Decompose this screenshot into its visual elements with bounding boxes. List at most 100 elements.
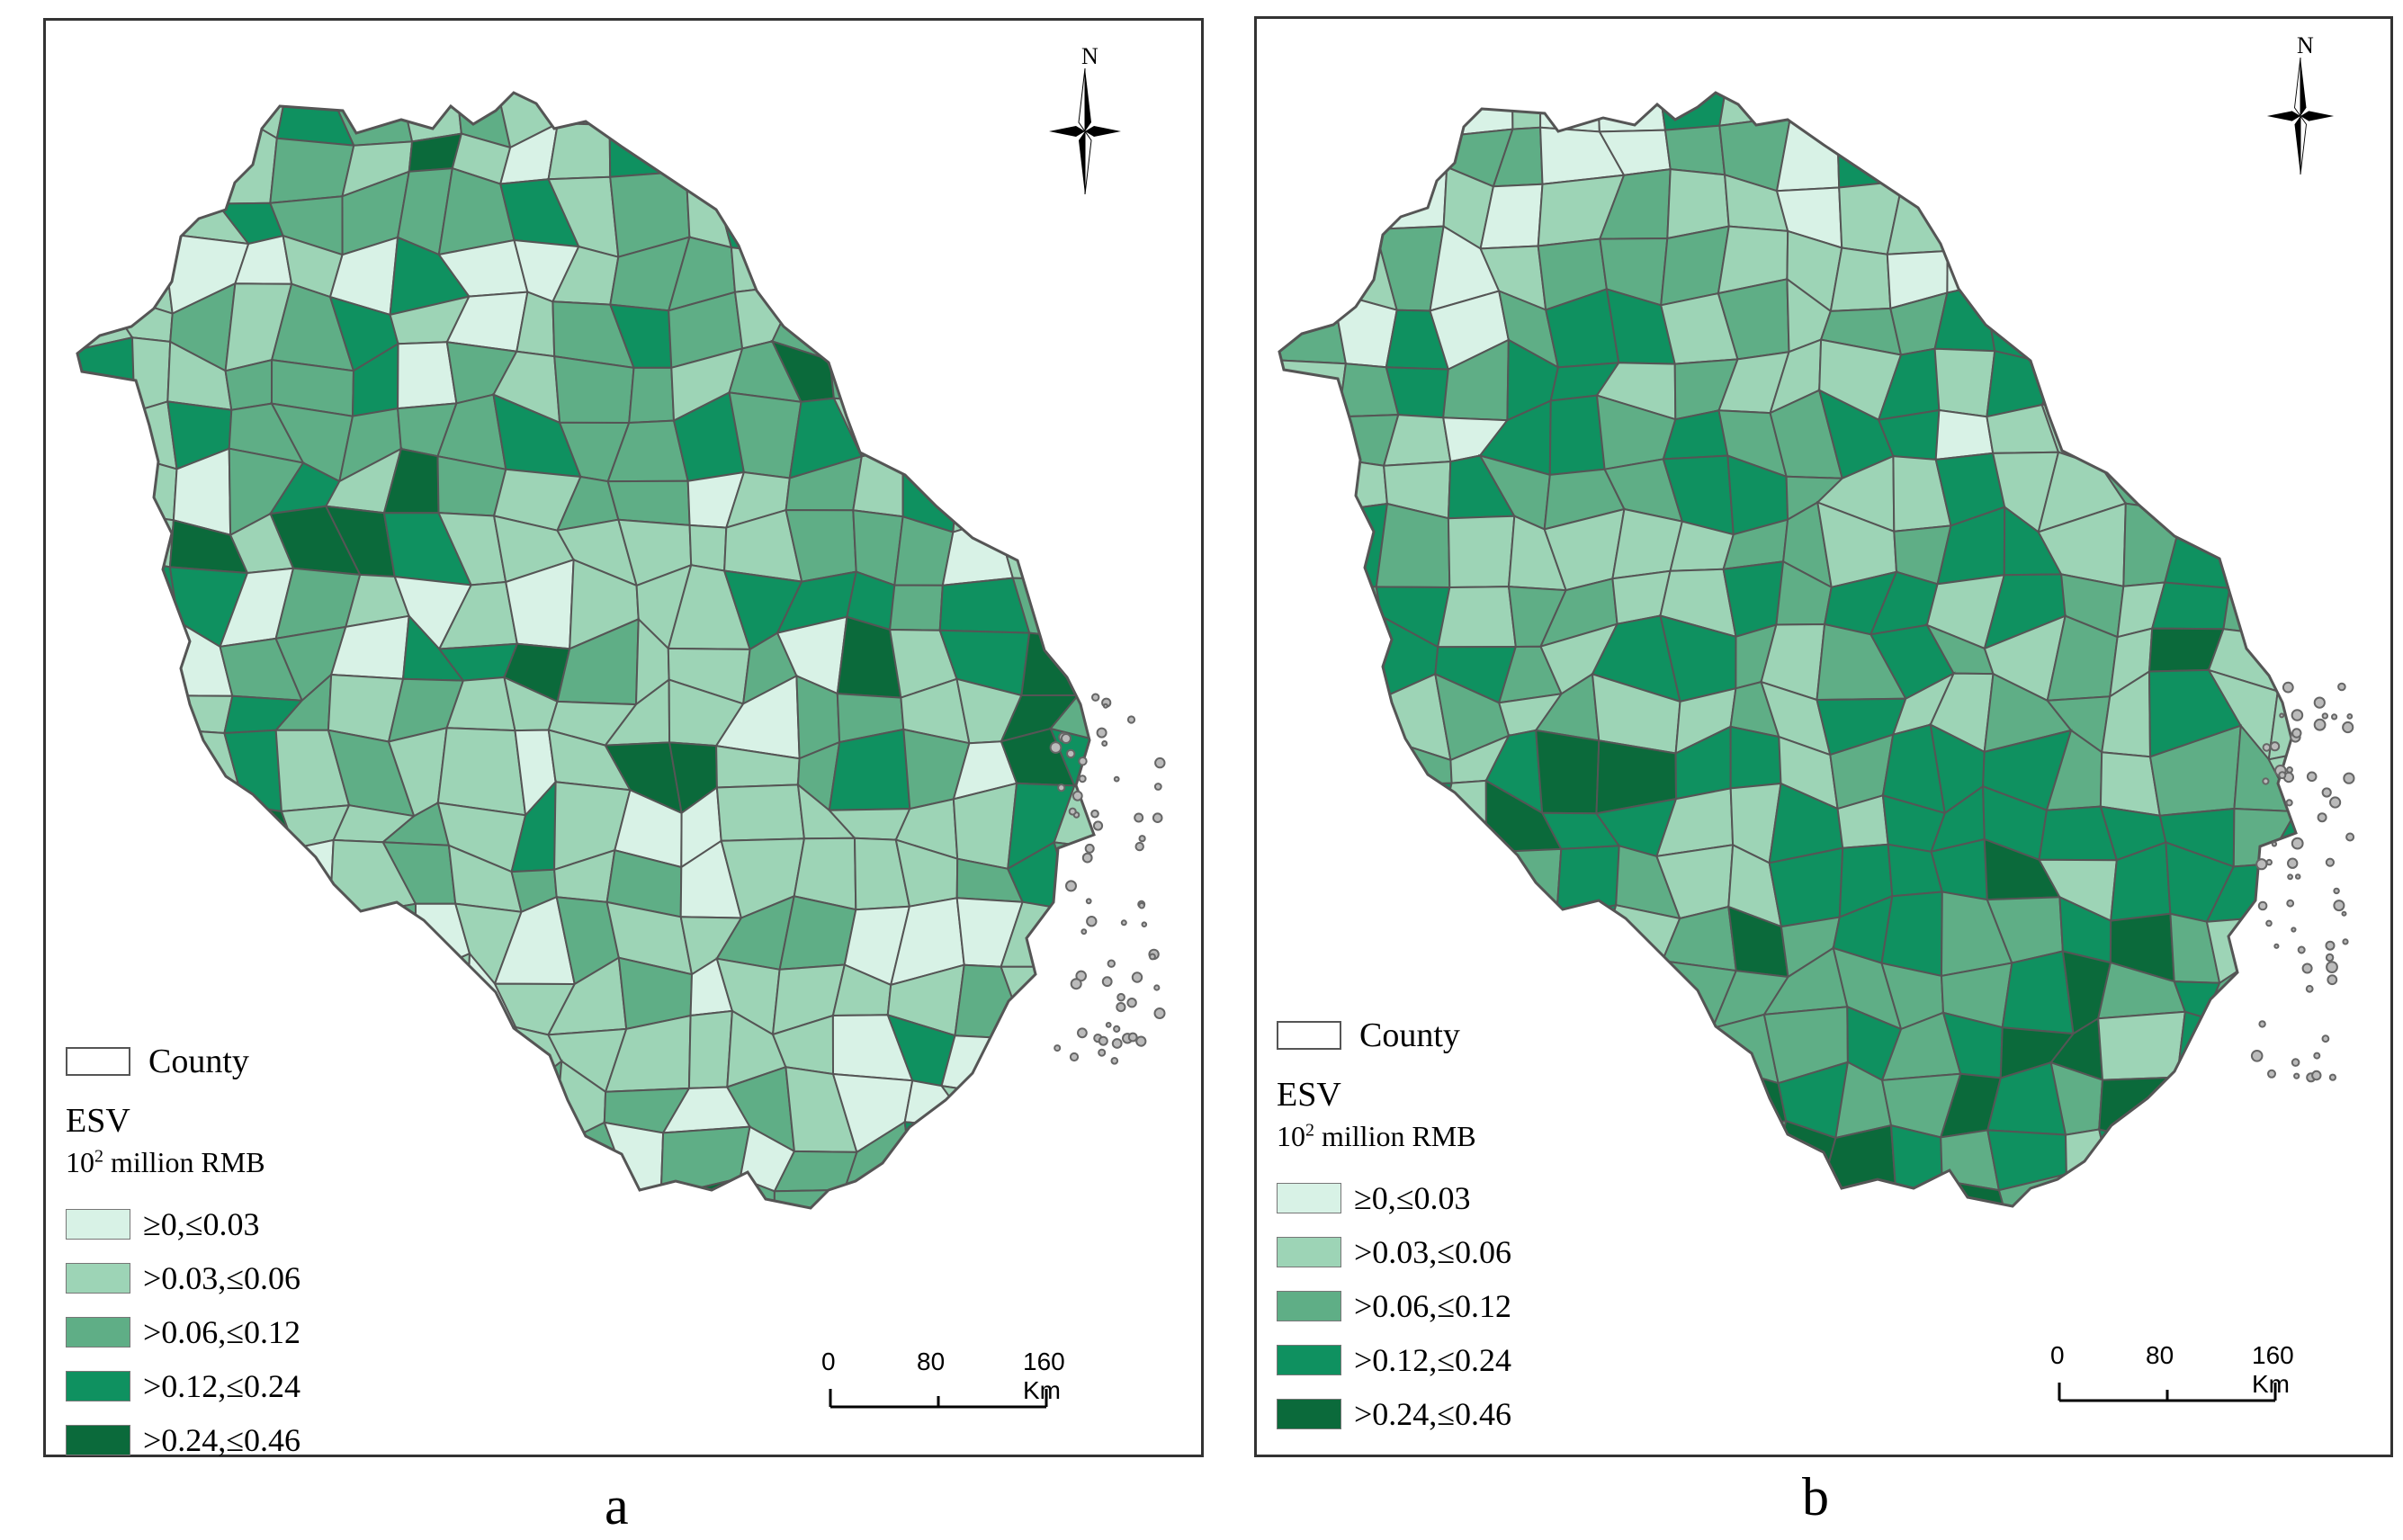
legend-class-label: >0.12,≤0.24 xyxy=(1354,1342,1512,1378)
county-polygon xyxy=(1330,894,1402,962)
county-polygon xyxy=(77,802,114,860)
scale-tick-160: 160 Km xyxy=(2252,1341,2294,1398)
county-polygon xyxy=(1669,1059,1707,1137)
county-polygon xyxy=(1395,843,1436,925)
county-polygon xyxy=(1829,246,1892,312)
legend-classes: ≥0,≤0.03 >0.03,≤0.06 >0.06,≤0.12 >0.12,≤0.2… xyxy=(66,1197,300,1467)
county-polygon xyxy=(739,1177,776,1208)
county-polygon xyxy=(2209,293,2292,371)
island-shape xyxy=(2321,787,2332,798)
island-shape xyxy=(2313,1052,2321,1060)
county-polygon xyxy=(2175,1076,2241,1151)
legend-county-row: County xyxy=(1277,1016,1511,1055)
county-polygon xyxy=(1107,526,1174,573)
county-polygon xyxy=(1564,1115,1624,1198)
island-shape xyxy=(2287,873,2293,881)
county-polygon xyxy=(1314,454,1388,512)
county-polygon xyxy=(77,678,119,742)
county-polygon xyxy=(1318,783,1399,862)
county-polygon xyxy=(77,452,122,515)
county-polygon xyxy=(77,336,136,416)
island-shape xyxy=(2321,712,2329,720)
county-polygon xyxy=(1886,180,1955,255)
county-polygon xyxy=(228,924,293,983)
county-polygon xyxy=(77,558,138,649)
county-polygon xyxy=(1130,179,1178,250)
county-polygon xyxy=(2272,340,2296,398)
island-shape xyxy=(2297,945,2306,954)
island-shape xyxy=(2257,900,2268,911)
scale-tick-0: 0 xyxy=(2050,1341,2065,1369)
county-polygon xyxy=(718,167,799,256)
legend-swatch xyxy=(1277,1291,1341,1321)
county-polygon xyxy=(1279,667,1335,749)
county-polygon xyxy=(2050,177,2129,240)
county-polygon xyxy=(836,251,915,300)
county-polygon xyxy=(722,93,807,147)
county-polygon xyxy=(1279,291,1348,365)
county-polygon xyxy=(1127,690,1197,753)
county-polygon xyxy=(952,782,1018,870)
county-polygon xyxy=(2150,581,2231,631)
county-polygon xyxy=(1121,395,1197,470)
county-polygon xyxy=(2040,363,2118,407)
county-polygon xyxy=(633,1195,696,1208)
county-polygon xyxy=(77,410,136,466)
county-polygon xyxy=(948,1171,1022,1208)
scale-bar-b: 0 80 160 Km xyxy=(2050,1341,2309,1410)
legend-swatch xyxy=(1277,1183,1341,1213)
island-shape xyxy=(1085,898,1092,905)
island-shape xyxy=(2343,772,2355,784)
county-polygon xyxy=(1279,454,1340,537)
county-polygon xyxy=(2099,1194,2160,1206)
county-polygon xyxy=(77,915,124,964)
legend-a: County ESV 102 million RMB ≥0,≤0.03 >0.03… xyxy=(66,1042,300,1467)
county-polygon xyxy=(685,169,733,249)
county-polygon xyxy=(951,126,1015,195)
county-polygon xyxy=(1375,502,1451,589)
county-polygon xyxy=(1936,93,2007,139)
county-polygon xyxy=(1059,571,1094,639)
county-polygon xyxy=(1447,515,1516,589)
island-shape xyxy=(1141,921,1148,928)
county-polygon xyxy=(1556,1190,1623,1206)
county-polygon xyxy=(164,924,236,963)
county-polygon xyxy=(1066,390,1094,472)
scale-tick-80: 80 xyxy=(917,1348,946,1375)
county-polygon xyxy=(1279,189,1343,255)
island-shape xyxy=(2325,857,2336,867)
island-shape xyxy=(1113,775,1120,783)
county-polygon xyxy=(995,449,1071,521)
island-shape xyxy=(1153,783,1162,791)
county-polygon xyxy=(773,1188,846,1208)
county-polygon xyxy=(1535,729,1601,815)
esv-unit: 102 million RMB xyxy=(1277,1120,1476,1152)
island-shape xyxy=(2317,812,2327,823)
island-shape xyxy=(2291,709,2304,721)
county-polygon xyxy=(130,336,172,413)
county-polygon xyxy=(1072,622,1094,697)
county-label: County xyxy=(1359,1016,1460,1054)
county-polygon xyxy=(1006,1143,1071,1208)
north-label: N xyxy=(1081,43,1098,69)
county-polygon xyxy=(2272,1071,2296,1147)
county-polygon xyxy=(2064,1128,2116,1197)
scale-tick-80: 80 xyxy=(2146,1341,2174,1369)
county-polygon xyxy=(77,509,129,575)
county-polygon xyxy=(888,584,944,631)
legend-class-label: >0.24,≤0.46 xyxy=(143,1422,301,1458)
county-polygon xyxy=(103,802,178,870)
county-polygon xyxy=(230,846,296,927)
county-polygon xyxy=(1394,914,1446,967)
county-polygon xyxy=(1768,846,1844,928)
county-polygon xyxy=(328,902,417,982)
island-shape xyxy=(1092,820,1104,831)
county-polygon xyxy=(603,1121,665,1206)
legend-class-label: >0.06,≤0.12 xyxy=(143,1314,301,1350)
island-shape xyxy=(1154,757,1166,769)
county-polygon xyxy=(2156,1138,2242,1205)
island-shape xyxy=(1101,976,1113,988)
county-polygon xyxy=(838,125,900,183)
county-polygon xyxy=(939,1084,1020,1150)
county-polygon xyxy=(1542,1059,1625,1142)
